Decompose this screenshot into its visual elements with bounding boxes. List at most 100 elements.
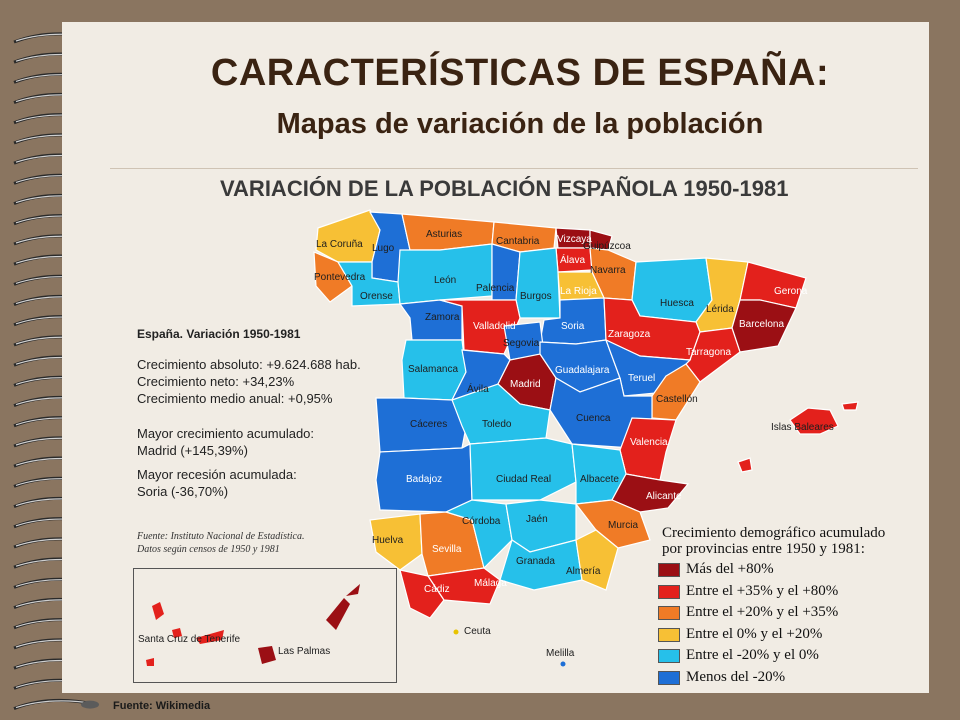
label-vizcaya: Vizcaya [557, 234, 592, 245]
legend-swatch [658, 627, 680, 642]
canary-island [196, 630, 224, 644]
label-la-rioja: La Rioja [560, 286, 597, 297]
canary-island [258, 646, 276, 664]
legend-swatch [658, 606, 680, 620]
label-islas-baleares: Islas Baleares [771, 422, 834, 433]
label-badajoz: Badajoz [406, 474, 443, 485]
spiral-ring [13, 698, 99, 710]
legend-item: Entre el +35% y el +80% [658, 582, 839, 600]
legend-title-line: por provincias entre 1950 y 1981: [662, 541, 865, 557]
label-cadiz: Cádiz [424, 584, 450, 595]
canary-island [152, 602, 164, 620]
map-title: VARIACIÓN DE LA POBLACIÓN ESPAÑOLA 1950-… [220, 176, 789, 201]
slide-title: CARACTERÍSTICAS DE ESPAÑA: [210, 52, 830, 94]
legend-label: Entre el +35% y el +80% [686, 582, 839, 599]
info-line: Soria (-36,70%) [137, 484, 229, 499]
label-ciudad-real: Ciudad Real [496, 474, 552, 485]
label-valencia: Valencia [630, 437, 668, 448]
label-orense: Orense [360, 291, 393, 302]
legend-label: Entre el 0% y el +20% [686, 625, 823, 642]
province-almeria [575, 529, 619, 591]
province-ciudad-real [469, 437, 577, 501]
legend-swatch [658, 563, 680, 577]
legend-swatch [658, 670, 680, 685]
label-valladolid: Valladolid [473, 321, 516, 332]
province-huesca [631, 257, 713, 323]
label-pontevedra: Pontevedra [314, 272, 366, 283]
label-segovia: Segovia [503, 338, 540, 349]
label-malaga: Málaga [474, 578, 507, 589]
source-line: Datos según censos de 1950 y 1981 [137, 544, 280, 555]
label-sevilla: Sevilla [432, 544, 462, 555]
source-line: Fuente: Instituto Nacional de Estadístic… [137, 531, 305, 542]
province-islas-baleares [737, 401, 859, 473]
legend-item: Menos del -20% [658, 669, 785, 686]
legend-item: Entre el +20% y el +35% [658, 604, 838, 621]
province-huelva [369, 513, 423, 571]
info-line: Crecimiento absoluto: +9.624.688 hab. [137, 357, 361, 372]
label-castellon: Castellón [656, 394, 698, 405]
label-murcia: Murcia [608, 520, 639, 531]
label-la-coruna: La Coruña [316, 239, 363, 250]
label-gerona: Gerona [774, 286, 808, 297]
label-navarra: Navarra [590, 265, 626, 276]
province-la-coruna [315, 209, 381, 263]
label-alava: Álava [560, 255, 586, 266]
label-zamora: Zamora [425, 312, 460, 323]
label-tarragona: Tarragona [686, 347, 732, 358]
label-barcelona: Barcelona [739, 319, 785, 330]
label-asturias: Asturias [426, 229, 463, 240]
label-granada: Granada [516, 556, 555, 567]
label-cordoba: Córdoba [462, 516, 501, 527]
label-lugo: Lugo [372, 243, 395, 254]
legend-item: Entre el -20% y el 0% [658, 647, 819, 664]
label-zaragoza: Zaragoza [608, 329, 651, 340]
slide-subtitle: Mapas de variación de la población [276, 108, 764, 140]
label-avila: Ávila [467, 384, 489, 395]
ceuta-marker [453, 629, 459, 635]
label-teruel: Teruel [628, 373, 656, 384]
label-cuenca: Cuenca [576, 413, 611, 424]
info-line: Mayor recesión acumulada: [137, 467, 297, 482]
label-las-palmas: Las Palmas [278, 646, 331, 657]
legend-title-line: Crecimiento demográfico acumulado [662, 525, 886, 541]
label-leon: León [434, 275, 457, 286]
label-alicante: Alicante [646, 491, 682, 502]
canary-island [326, 598, 350, 630]
canary-island [172, 628, 182, 638]
label-madrid: Madrid [510, 379, 541, 390]
label-almeria: Almería [566, 566, 601, 577]
legend-title: Crecimiento demográfico acumulado por pr… [662, 525, 885, 557]
label-lerida: Lérida [706, 304, 734, 315]
legend-label: Más del +80% [686, 561, 774, 577]
label-salamanca: Salamanca [408, 364, 459, 375]
info-line: Madrid (+145,39%) [137, 443, 248, 458]
legend-item: Más del +80% [658, 561, 774, 578]
legend-swatch [658, 649, 680, 663]
label-huelva: Huelva [372, 535, 404, 546]
melilla-marker [560, 661, 566, 667]
info-line: Crecimiento medio anual: +0,95% [137, 391, 333, 406]
label-soria: Soria [561, 321, 585, 332]
province-toledo [451, 383, 551, 445]
label-ceuta: Ceuta [464, 626, 491, 637]
province-valencia [619, 417, 677, 481]
legend-label: Entre el -20% y el 0% [686, 647, 819, 663]
label-albacete: Albacete [580, 474, 619, 485]
legend-item: Entre el 0% y el +20% [658, 625, 823, 643]
label-palencia: Palencia [476, 283, 515, 294]
info-line: Crecimiento neto: +34,23% [137, 374, 295, 389]
province-pontevedra [313, 251, 353, 303]
label-toledo: Toledo [482, 419, 512, 430]
info-line: Mayor crecimiento acumulado: [137, 426, 315, 441]
canary-island [346, 584, 360, 596]
label-burgos: Burgos [520, 291, 552, 302]
info-heading: España. Variación 1950-1981 [137, 327, 301, 341]
label-melilla: Melilla [546, 648, 575, 659]
label-huesca: Huesca [660, 298, 694, 309]
canary-island [146, 658, 154, 666]
canary-islands-inset [133, 568, 397, 683]
label-santa-cruz: Santa Cruz de Tenerife [138, 634, 241, 645]
legend-swatch [658, 584, 680, 599]
